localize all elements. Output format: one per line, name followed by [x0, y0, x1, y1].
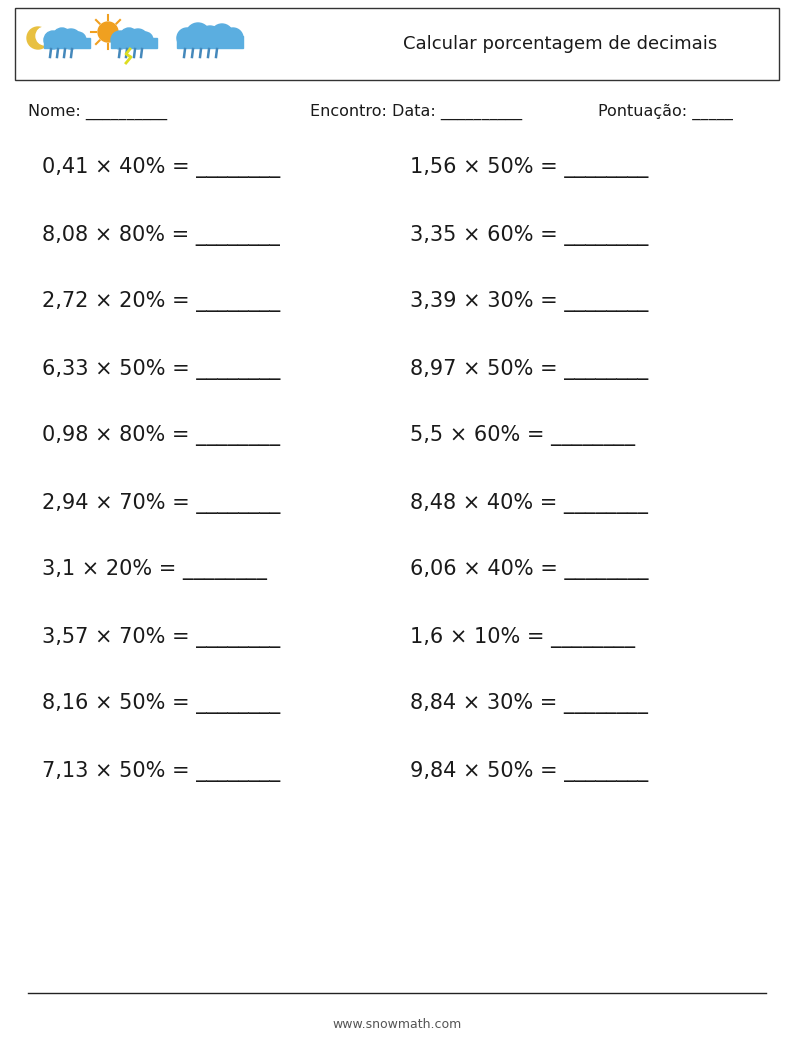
Text: 6,06 × 40% = ________: 6,06 × 40% = ________ [410, 559, 649, 580]
Text: 1,56 × 50% = ________: 1,56 × 50% = ________ [410, 158, 649, 179]
Circle shape [36, 27, 54, 45]
Text: 8,08 × 80% = ________: 8,08 × 80% = ________ [42, 224, 279, 245]
Circle shape [120, 28, 138, 46]
Circle shape [27, 27, 49, 49]
Text: Nome: __________: Nome: __________ [28, 104, 167, 120]
Circle shape [70, 32, 86, 48]
Circle shape [111, 31, 129, 49]
Circle shape [98, 22, 118, 42]
Bar [15, 8, 779, 80]
Text: 8,84 × 30% = ________: 8,84 × 30% = ________ [410, 694, 648, 715]
Text: 2,94 × 70% = ________: 2,94 × 70% = ________ [42, 493, 280, 514]
Text: Encontro: Data: __________: Encontro: Data: __________ [310, 104, 522, 120]
Text: 7,13 × 50% = ________: 7,13 × 50% = ________ [42, 760, 280, 781]
Text: 8,48 × 40% = ________: 8,48 × 40% = ________ [410, 493, 648, 514]
Text: 9,84 × 50% = ________: 9,84 × 50% = ________ [410, 760, 648, 781]
Circle shape [223, 28, 243, 48]
Circle shape [137, 32, 153, 48]
Text: Calcular porcentagem de decimais: Calcular porcentagem de decimais [403, 35, 717, 53]
Text: 3,39 × 30% = ________: 3,39 × 30% = ________ [410, 292, 649, 313]
Text: 1,6 × 10% = ________: 1,6 × 10% = ________ [410, 627, 635, 648]
Circle shape [53, 28, 71, 46]
Text: 0,41 × 40% = ________: 0,41 × 40% = ________ [42, 158, 280, 179]
Text: 3,35 × 60% = ________: 3,35 × 60% = ________ [410, 224, 649, 245]
Circle shape [61, 29, 81, 49]
Circle shape [211, 24, 233, 46]
Circle shape [199, 26, 221, 48]
Text: 0,98 × 80% = ________: 0,98 × 80% = ________ [42, 425, 280, 446]
Text: 8,97 × 50% = ________: 8,97 × 50% = ________ [410, 358, 648, 379]
Circle shape [128, 29, 148, 49]
Text: 8,16 × 50% = ________: 8,16 × 50% = ________ [42, 694, 280, 715]
Circle shape [44, 31, 62, 49]
Text: 5,5 × 60% = ________: 5,5 × 60% = ________ [410, 425, 635, 446]
Text: 2,72 × 20% = ________: 2,72 × 20% = ________ [42, 292, 280, 313]
Circle shape [177, 28, 197, 48]
Bar [111, 38, 157, 48]
Text: www.snowmath.com: www.snowmath.com [333, 1018, 461, 1032]
Text: 3,1 × 20% = ________: 3,1 × 20% = ________ [42, 559, 267, 580]
Text: 3,57 × 70% = ________: 3,57 × 70% = ________ [42, 627, 280, 648]
Bar [44, 38, 90, 48]
Circle shape [186, 23, 210, 47]
Bar [177, 36, 243, 48]
Text: 6,33 × 50% = ________: 6,33 × 50% = ________ [42, 358, 280, 379]
Text: Pontuação: _____: Pontuação: _____ [598, 104, 733, 120]
